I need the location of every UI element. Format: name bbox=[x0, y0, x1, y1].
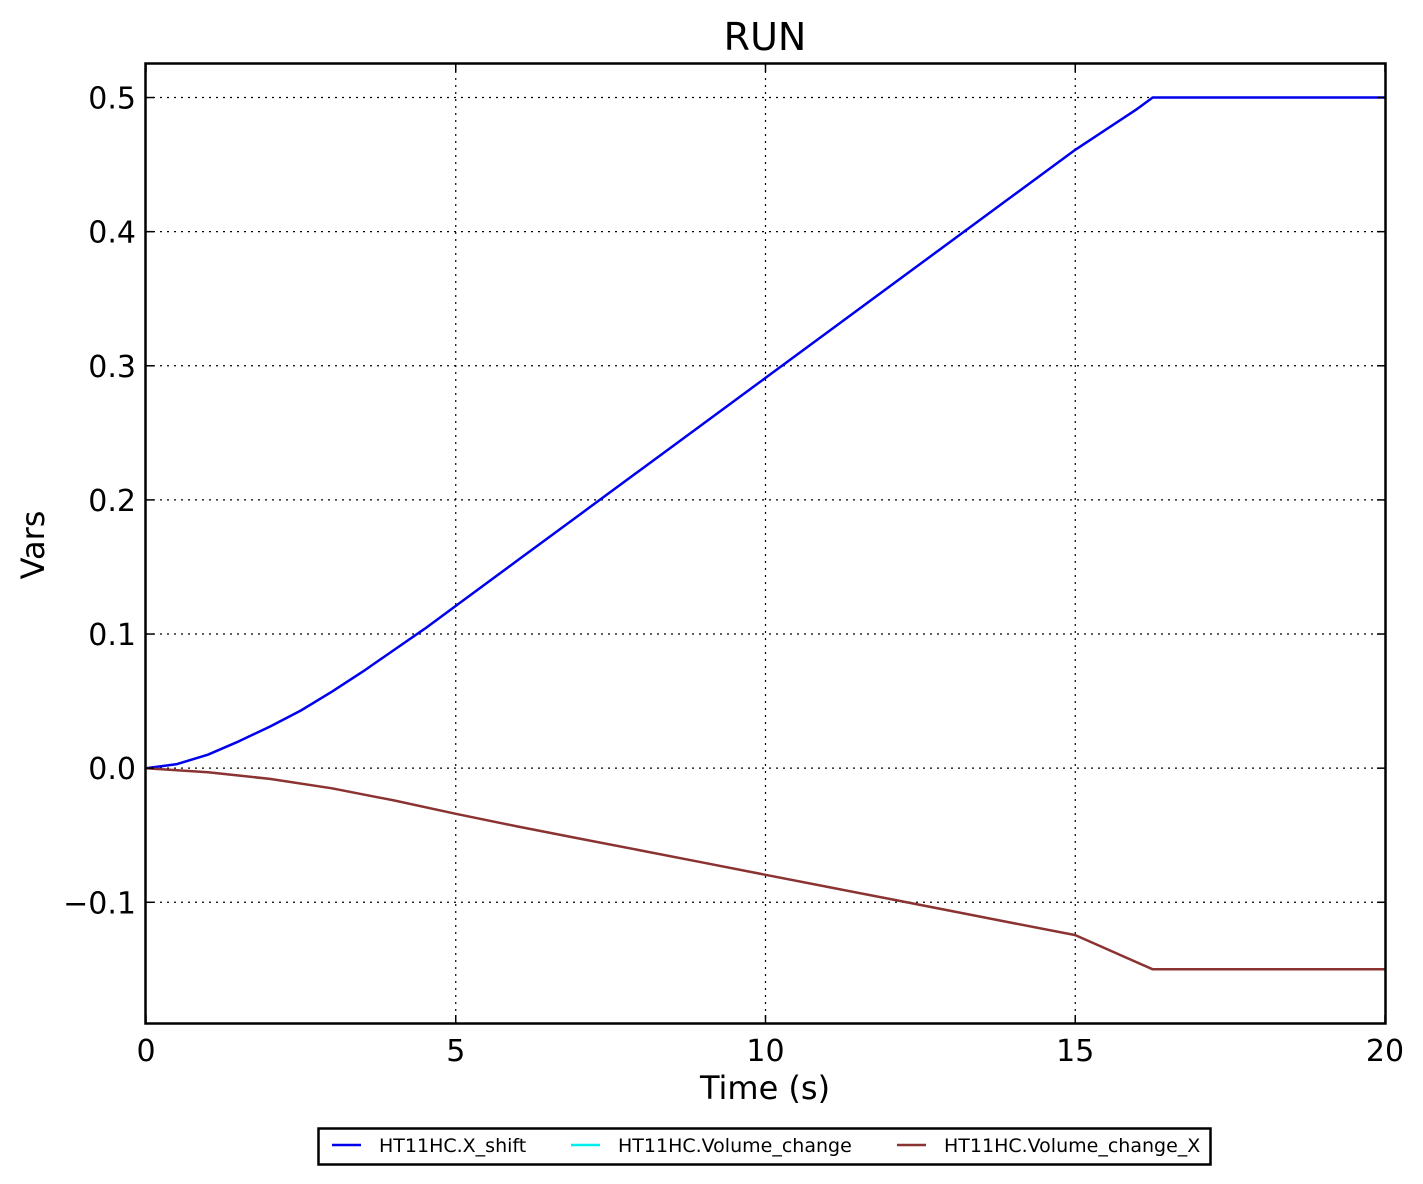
x-axis-label: Time (s) bbox=[699, 1069, 830, 1107]
x-tick-label: 15 bbox=[1056, 1034, 1094, 1069]
x-tick-label: 20 bbox=[1366, 1034, 1404, 1069]
y-tick-label: −0.1 bbox=[63, 886, 136, 921]
y-tick-label: 0.2 bbox=[88, 484, 136, 519]
y-axis-label: Vars bbox=[14, 511, 52, 580]
plot-frame bbox=[144, 62, 1387, 1025]
legend-frame bbox=[317, 1127, 1212, 1166]
y-tick-label: 0.0 bbox=[88, 752, 136, 787]
legend-label-0: HT11HC.X_shift bbox=[379, 1135, 526, 1157]
legend-label-2: HT11HC.Volume_change_X bbox=[944, 1135, 1200, 1157]
ticks bbox=[145, 64, 1386, 1023]
grid bbox=[146, 64, 1385, 1023]
x-tick-label: 0 bbox=[136, 1034, 155, 1069]
series-line-0 bbox=[145, 96, 1385, 770]
tick-labels: 0 5 10 15 20 0.5 0.4 0.3 0.2 0.1 0.0 −0.1 bbox=[63, 82, 1404, 1069]
series-line-2 bbox=[145, 766, 1385, 971]
chart-title: RUN bbox=[724, 15, 807, 59]
y-tick-label: 0.3 bbox=[88, 350, 136, 385]
y-tick-label: 0.1 bbox=[88, 618, 136, 653]
x-tick-label: 10 bbox=[746, 1034, 784, 1069]
legend-label-1: HT11HC.Volume_change bbox=[618, 1135, 852, 1157]
series-layer bbox=[145, 96, 1385, 971]
x-tick-label: 5 bbox=[446, 1034, 465, 1069]
legend: HT11HC.X_shift HT11HC.Volume_change HT11HC… bbox=[317, 1127, 1212, 1166]
y-tick-label: 0.5 bbox=[88, 82, 136, 117]
y-tick-label: 0.4 bbox=[88, 216, 136, 251]
